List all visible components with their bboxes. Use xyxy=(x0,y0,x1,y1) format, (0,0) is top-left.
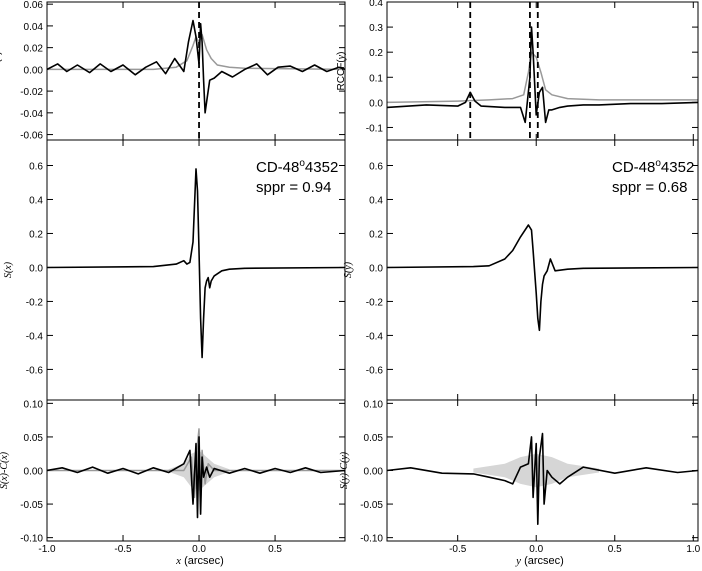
star-name-right: CD-48o4352 xyxy=(612,158,694,176)
x-tick-label: -0.5 xyxy=(114,544,132,555)
series-line xyxy=(387,224,698,332)
y-tick-label: 0.10 xyxy=(24,399,44,410)
y-tick-label: 0.0 xyxy=(29,263,43,274)
y-tick-label: 0.6 xyxy=(369,161,383,172)
sppr-left: sppr = 0.94 xyxy=(256,179,331,196)
panel-sc_x: -0.10 -0.05 0.00 0.05 0.10 S(x)-C(x) xyxy=(0,399,346,545)
y-tick-label: 0.05 xyxy=(364,433,384,444)
y-tick-label: -0.10 xyxy=(360,534,383,545)
y-axis-label: S(y) xyxy=(343,261,354,278)
star-name-left: CD-48o4352 xyxy=(256,158,338,176)
y-tick-label: 0.1 xyxy=(369,73,383,84)
y-tick-label: 0.0 xyxy=(369,263,383,274)
y-axis-label: S(x)-C(x) xyxy=(0,451,10,489)
series-line xyxy=(387,26,698,124)
x-tick-label: 0.5 xyxy=(268,544,282,555)
panel-rccf_x: -0.06 -0.04 -0.02 0.00 0.02 0.04 0.06 RCCF(x) xyxy=(0,0,346,142)
y-tick-label: -0.06 xyxy=(20,131,43,142)
y-tick-label: -0.05 xyxy=(20,500,43,511)
y-tick-label: 0.02 xyxy=(24,44,44,55)
y-tick-label: 0.4 xyxy=(29,195,43,206)
y-axis-label: RCCF(y) xyxy=(336,52,347,91)
x-tick-label: -0.5 xyxy=(449,544,467,555)
y-tick-label: 0.4 xyxy=(369,195,383,206)
panel-frame xyxy=(386,1,699,141)
y-tick-label: 0.05 xyxy=(24,433,44,444)
y-tick-label: 0.04 xyxy=(24,22,44,33)
x-axis-label-right: y (arcsec) xyxy=(515,555,564,567)
y-tick-label: 0.06 xyxy=(24,0,44,11)
x-tick-label: 0.0 xyxy=(529,544,543,555)
y-tick-label: -0.6 xyxy=(366,365,384,376)
sppr-right: sppr = 0.68 xyxy=(612,179,687,196)
x-tick-label: 0.5 xyxy=(608,544,622,555)
x-tick-label: 0.0 xyxy=(192,544,206,555)
y-tick-label: -0.10 xyxy=(20,534,43,545)
y-tick-label: -0.2 xyxy=(366,297,384,308)
series-line xyxy=(47,168,345,359)
y-tick-label: -0.02 xyxy=(20,87,43,98)
y-tick-label: 0.6 xyxy=(29,161,43,172)
y-axis-label: RCCF(x) xyxy=(0,52,3,91)
y-tick-label: 0.0 xyxy=(369,98,383,109)
x-tick-label: 1.0 xyxy=(686,544,700,555)
x-tick-label: -1.0 xyxy=(38,544,56,555)
y-tick-label: 0.3 xyxy=(369,23,383,34)
y-tick-label: 0.00 xyxy=(24,65,44,76)
y-tick-label: 0.2 xyxy=(369,48,383,59)
panel-sc_y: -0.10 -0.05 0.00 0.05 0.10 S(y)-C(y) xyxy=(339,399,699,545)
y-tick-label: -0.2 xyxy=(26,297,44,308)
y-tick-label: -0.1 xyxy=(366,123,384,134)
y-tick-label: -0.6 xyxy=(26,365,44,376)
y-tick-label: -0.4 xyxy=(26,331,44,342)
series-line xyxy=(47,19,345,114)
y-tick-label: 0.00 xyxy=(364,467,384,478)
x-axis-label-left: x (arcsec) xyxy=(175,555,224,567)
series-line xyxy=(387,432,698,526)
panel-frame xyxy=(386,399,699,542)
y-tick-label: -0.05 xyxy=(360,500,383,511)
y-axis-label: S(x) xyxy=(3,261,14,278)
y-axis-label: S(y)-C(y) xyxy=(339,451,350,489)
panel-rccf_y: -0.1 0.0 0.1 0.2 0.3 0.4 RCCF(y) xyxy=(336,0,699,141)
panel-frame xyxy=(46,399,346,542)
y-tick-label: 0.4 xyxy=(369,0,383,9)
y-tick-label: 0.00 xyxy=(24,467,44,478)
y-tick-label: 0.2 xyxy=(29,229,43,240)
y-tick-label: 0.2 xyxy=(369,229,383,240)
series-line xyxy=(47,436,345,519)
y-tick-label: -0.4 xyxy=(366,331,384,342)
y-tick-label: 0.10 xyxy=(364,399,384,410)
y-tick-label: -0.04 xyxy=(20,109,43,120)
